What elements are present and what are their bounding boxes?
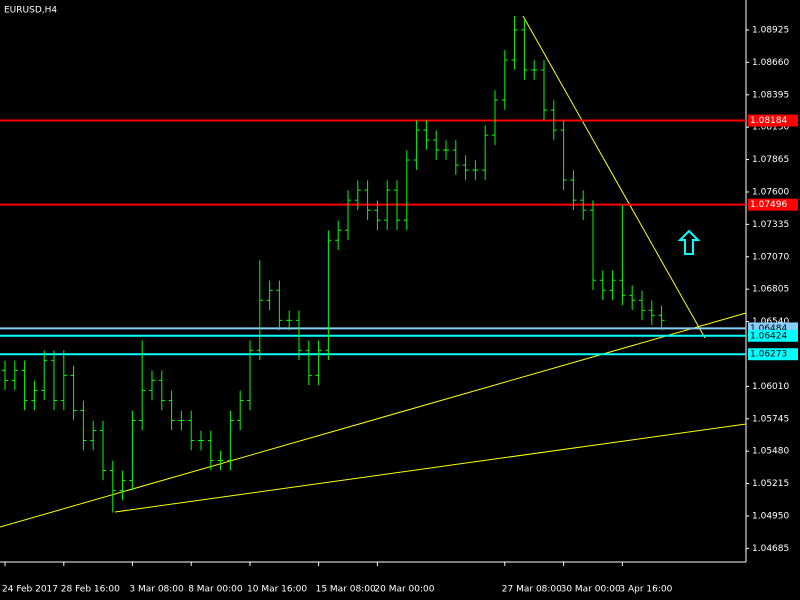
x-tick-label: 3 Mar 08:00	[129, 585, 184, 595]
x-tick-label: 24 Feb 2017	[2, 585, 58, 595]
level-label: 1.08184	[750, 116, 787, 126]
level-label-box	[748, 329, 798, 342]
arrow-up	[677, 229, 701, 255]
level-label: 1.06273	[750, 350, 787, 360]
chart-title: EURUSD,H4	[4, 6, 57, 16]
y-tick-label: 1.06805	[752, 285, 789, 295]
y-tick-label: 1.08130	[752, 123, 789, 133]
x-tick-label: 15 Mar 08:00	[316, 585, 376, 595]
trend-line	[522, 15, 706, 339]
trend-line	[114, 423, 747, 513]
level-label-box	[748, 114, 798, 127]
y-tick-label: 1.07335	[752, 220, 789, 230]
y-tick-label: 1.07600	[752, 187, 789, 197]
y-tick-label: 1.07070	[752, 252, 789, 262]
y-tick-label: 1.08925	[752, 25, 789, 35]
y-tick-label: 1.04950	[752, 511, 789, 521]
level-label: 1.07496	[750, 200, 787, 210]
y-tick-label: 1.05480	[752, 447, 789, 457]
y-tick-label: 1.05215	[752, 479, 789, 489]
trend-line	[0, 312, 747, 528]
level-label: 1.06484	[750, 324, 787, 334]
y-tick-label: 1.06010	[752, 382, 789, 392]
x-tick-label: 28 Feb 16:00	[61, 585, 120, 595]
x-tick-label: 20 Mar 00:00	[374, 585, 434, 595]
y-tick-label: 1.06540	[752, 317, 789, 327]
y-tick-label: 1.08660	[752, 58, 789, 68]
y-tick-label: 1.05745	[752, 414, 789, 424]
y-tick-label: 1.07865	[752, 155, 789, 165]
x-tick-label: 30 Mar 00:00	[561, 585, 621, 595]
x-tick-label: 8 Mar 00:00	[188, 585, 243, 595]
y-tick-label: 1.08395	[752, 90, 789, 100]
y-tick-label: 1.04685	[752, 544, 789, 554]
x-tick-label: 3 Apr 16:00	[619, 585, 672, 595]
level-label-box	[748, 348, 798, 361]
x-tick-label: 10 Mar 16:00	[247, 585, 307, 595]
level-label-box	[748, 198, 798, 211]
level-label: 1.06424	[750, 331, 787, 341]
x-tick-label: 27 Mar 08:00	[502, 585, 562, 595]
